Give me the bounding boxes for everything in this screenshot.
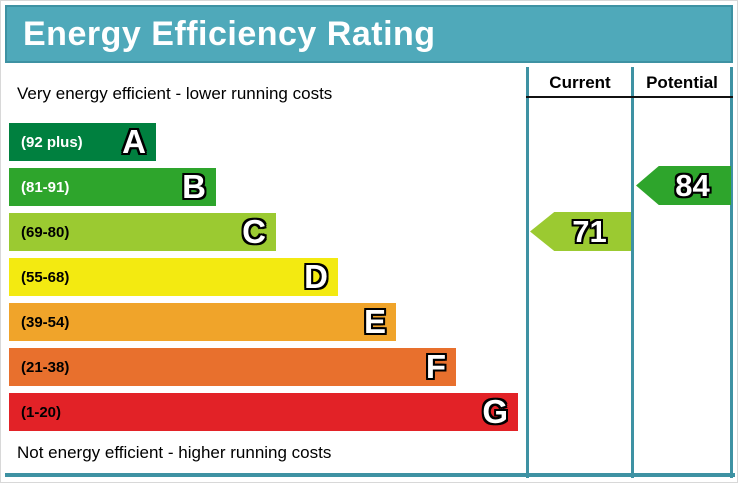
band-d: (55-68) D bbox=[9, 258, 338, 296]
band-d-range: (55-68) bbox=[21, 268, 70, 286]
band-f-range: (21-38) bbox=[21, 358, 70, 376]
band-a-letter: A bbox=[122, 123, 146, 160]
band-g: (1-20) G bbox=[9, 393, 518, 431]
band-f: (21-38) F bbox=[9, 348, 456, 386]
table-divider-middle bbox=[631, 67, 634, 478]
band-f-letter: F bbox=[425, 348, 446, 385]
note-very-efficient: Very energy efficient - lower running co… bbox=[17, 84, 333, 103]
current-rating-pointer: 71 bbox=[530, 212, 631, 251]
chart-title-bar: Energy Efficiency Rating bbox=[5, 5, 733, 63]
band-e: (39-54) E bbox=[9, 303, 396, 341]
current-rating-value: 71 bbox=[572, 213, 607, 249]
table-divider-right bbox=[730, 67, 733, 478]
band-a-range: (92 plus) bbox=[21, 133, 83, 151]
band-c: (69-80) C bbox=[9, 213, 276, 251]
band-g-letter: G bbox=[482, 393, 508, 430]
band-c-letter: C bbox=[242, 213, 266, 250]
chart-title: Energy Efficiency Rating bbox=[23, 14, 436, 53]
potential-rating-value: 84 bbox=[675, 167, 710, 203]
bottom-border-line bbox=[5, 473, 735, 477]
potential-rating-pointer: 84 bbox=[636, 166, 731, 205]
potential-column-header: Potential bbox=[646, 72, 718, 92]
band-c-range: (69-80) bbox=[21, 223, 70, 241]
current-column-header: Current bbox=[549, 72, 611, 92]
band-e-range: (39-54) bbox=[21, 313, 70, 331]
table-divider-left bbox=[526, 67, 529, 478]
band-b-range: (81-91) bbox=[21, 178, 70, 196]
band-d-letter: D bbox=[304, 258, 328, 295]
header-underline bbox=[526, 96, 733, 98]
band-a: (92 plus) A bbox=[9, 123, 156, 161]
band-b-letter: B bbox=[182, 168, 206, 205]
band-e-letter: E bbox=[363, 303, 386, 340]
band-b: (81-91) B bbox=[9, 168, 216, 206]
band-g-range: (1-20) bbox=[21, 403, 62, 421]
note-not-efficient: Not energy efficient - higher running co… bbox=[17, 443, 332, 462]
